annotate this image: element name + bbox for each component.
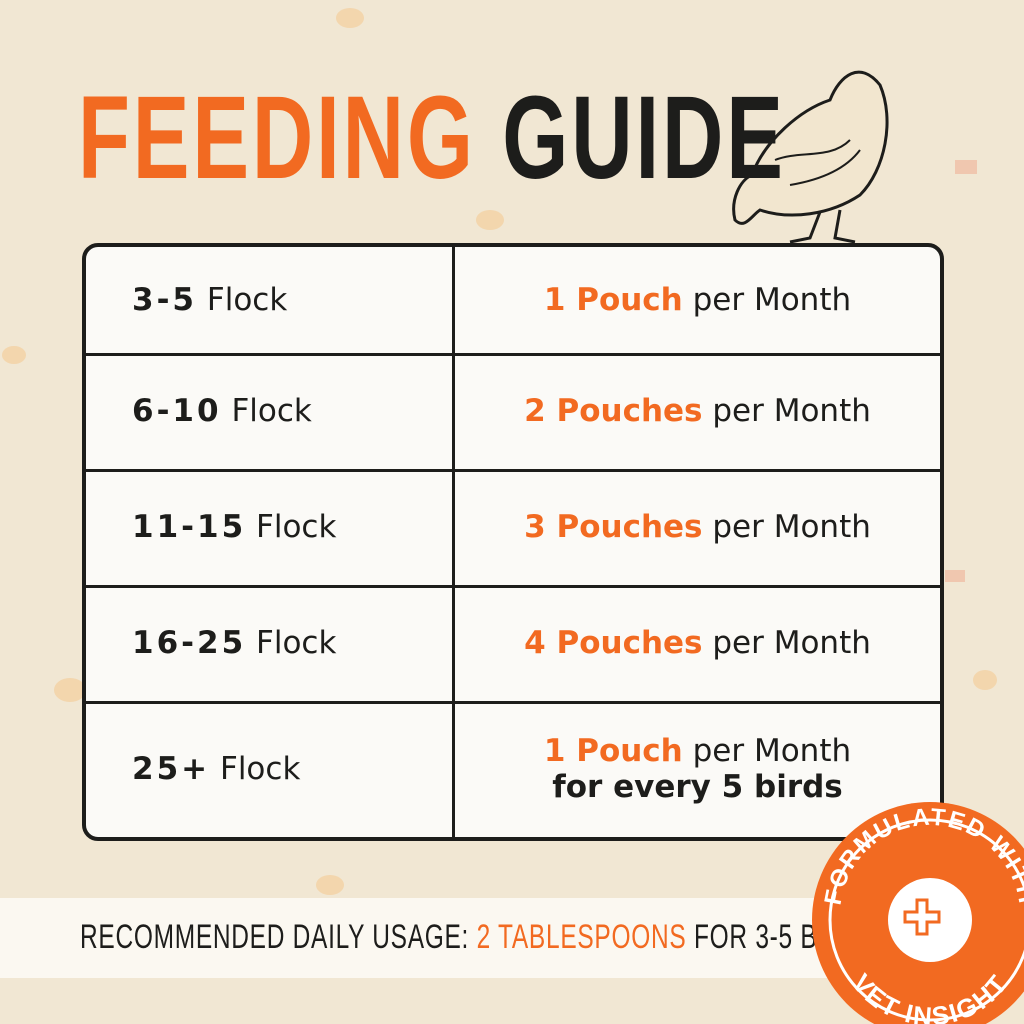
hen [732,70,889,244]
flock-word: Flock [231,393,312,429]
feeding-table: 3-5 Flock 1 Pouch per Month 6-10 Flock 2 Po… [82,243,944,841]
title-rest: GUIDE [502,72,786,204]
dose-cell: 1 Pouch per Month for every 5 birds [452,701,940,837]
amount: 1 Pouch [543,733,683,769]
amount: 2 Pouches [524,393,703,429]
amount: 1 Pouch [543,282,683,318]
footer-amount: 2 TABLESPOONS [476,918,687,956]
title-highlight: FEEDING [78,72,476,204]
flock-word: Flock [219,751,301,787]
flock-cell: 25+ Flock [86,751,452,787]
dose-cell: 1 Pouch per Month [452,247,940,353]
flock-count: 11-15 [132,509,247,545]
flock-word: Flock [206,282,288,318]
footer-text: RECOMMENDED DAILY USAGE: 2 TABLESPOONS F… [80,918,879,957]
period: per Month [712,625,871,661]
table-row: 3-5 Flock 1 Pouch per Month [86,247,940,356]
flock-cell: 11-15 Flock [86,509,452,545]
table-row: 6-10 Flock 2 Pouches per Month [86,353,940,472]
flock-count: 6-10 [132,393,222,429]
cross-icon [903,898,941,936]
flock-word: Flock [256,625,337,661]
flock-cell: 6-10 Flock [86,393,452,429]
footer-band [0,898,830,978]
table-row: 11-15 Flock 3 Pouches per Month [86,469,940,588]
dose-cell: 2 Pouches per Month [452,353,940,469]
flock-count: 3-5 [132,282,198,318]
flock-word: Flock [256,509,337,545]
flock-cell: 16-25 Flock [86,625,452,661]
table-row: 16-25 Flock 4 Pouches per Month [86,585,940,704]
amount: 3 Pouches [524,509,703,545]
period: per Month [692,733,852,769]
period: per Month [692,282,852,318]
badge-icon [888,878,972,962]
confetti [2,8,997,895]
flock-count: 25+ [132,751,211,787]
dose-cell: 4 Pouches per Month [452,585,940,701]
amount: 4 Pouches [524,625,703,661]
period: per Month [712,509,871,545]
table-row: 25+ Flock 1 Pouch per Month for every 5 bi… [86,701,940,837]
note: for every 5 birds [552,769,843,805]
footer-label: RECOMMENDED DAILY USAGE: [80,918,470,956]
title: FEEDING GUIDE [78,70,786,206]
flock-count: 16-25 [132,625,247,661]
badge-ring [828,818,1024,1022]
flock-cell: 3-5 Flock [86,282,452,318]
dose-cell: 3 Pouches per Month [452,469,940,585]
period: per Month [712,393,871,429]
